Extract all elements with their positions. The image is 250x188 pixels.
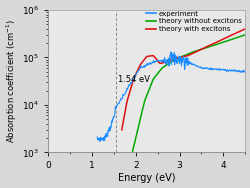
experiment <box>170 51 172 53</box>
theory without excitons <box>234 37 237 39</box>
Line: experiment: experiment <box>97 52 245 141</box>
theory without excitons <box>135 133 138 135</box>
experiment <box>204 67 207 70</box>
Text: 1.54 eV: 1.54 eV <box>118 75 150 84</box>
theory without excitons <box>138 123 140 125</box>
experiment <box>219 68 222 70</box>
experiment <box>114 106 117 108</box>
theory with excitons <box>238 31 240 33</box>
experiment <box>202 67 205 70</box>
Line: theory with excitons: theory with excitons <box>122 29 245 130</box>
experiment <box>98 140 102 143</box>
theory without excitons <box>238 36 241 38</box>
theory with excitons <box>120 129 123 131</box>
Line: theory without excitons: theory without excitons <box>132 35 245 152</box>
theory with excitons <box>153 56 156 58</box>
X-axis label: Energy (eV): Energy (eV) <box>118 173 176 183</box>
experiment <box>96 136 99 138</box>
theory with excitons <box>128 93 131 95</box>
theory with excitons <box>143 58 146 60</box>
theory without excitons <box>161 67 164 69</box>
experiment <box>244 70 247 73</box>
theory without excitons <box>244 34 247 36</box>
theory with excitons <box>125 102 128 104</box>
theory without excitons <box>152 78 155 80</box>
theory with excitons <box>233 33 236 35</box>
experiment <box>175 56 178 58</box>
Y-axis label: Absorption coefficient (cm$^{-1}$): Absorption coefficient (cm$^{-1}$) <box>5 19 19 143</box>
theory without excitons <box>131 151 134 153</box>
experiment <box>227 70 230 72</box>
Legend: experiment, theory without excitons, theory with excitons: experiment, theory without excitons, the… <box>146 11 242 32</box>
theory with excitons <box>244 28 247 30</box>
